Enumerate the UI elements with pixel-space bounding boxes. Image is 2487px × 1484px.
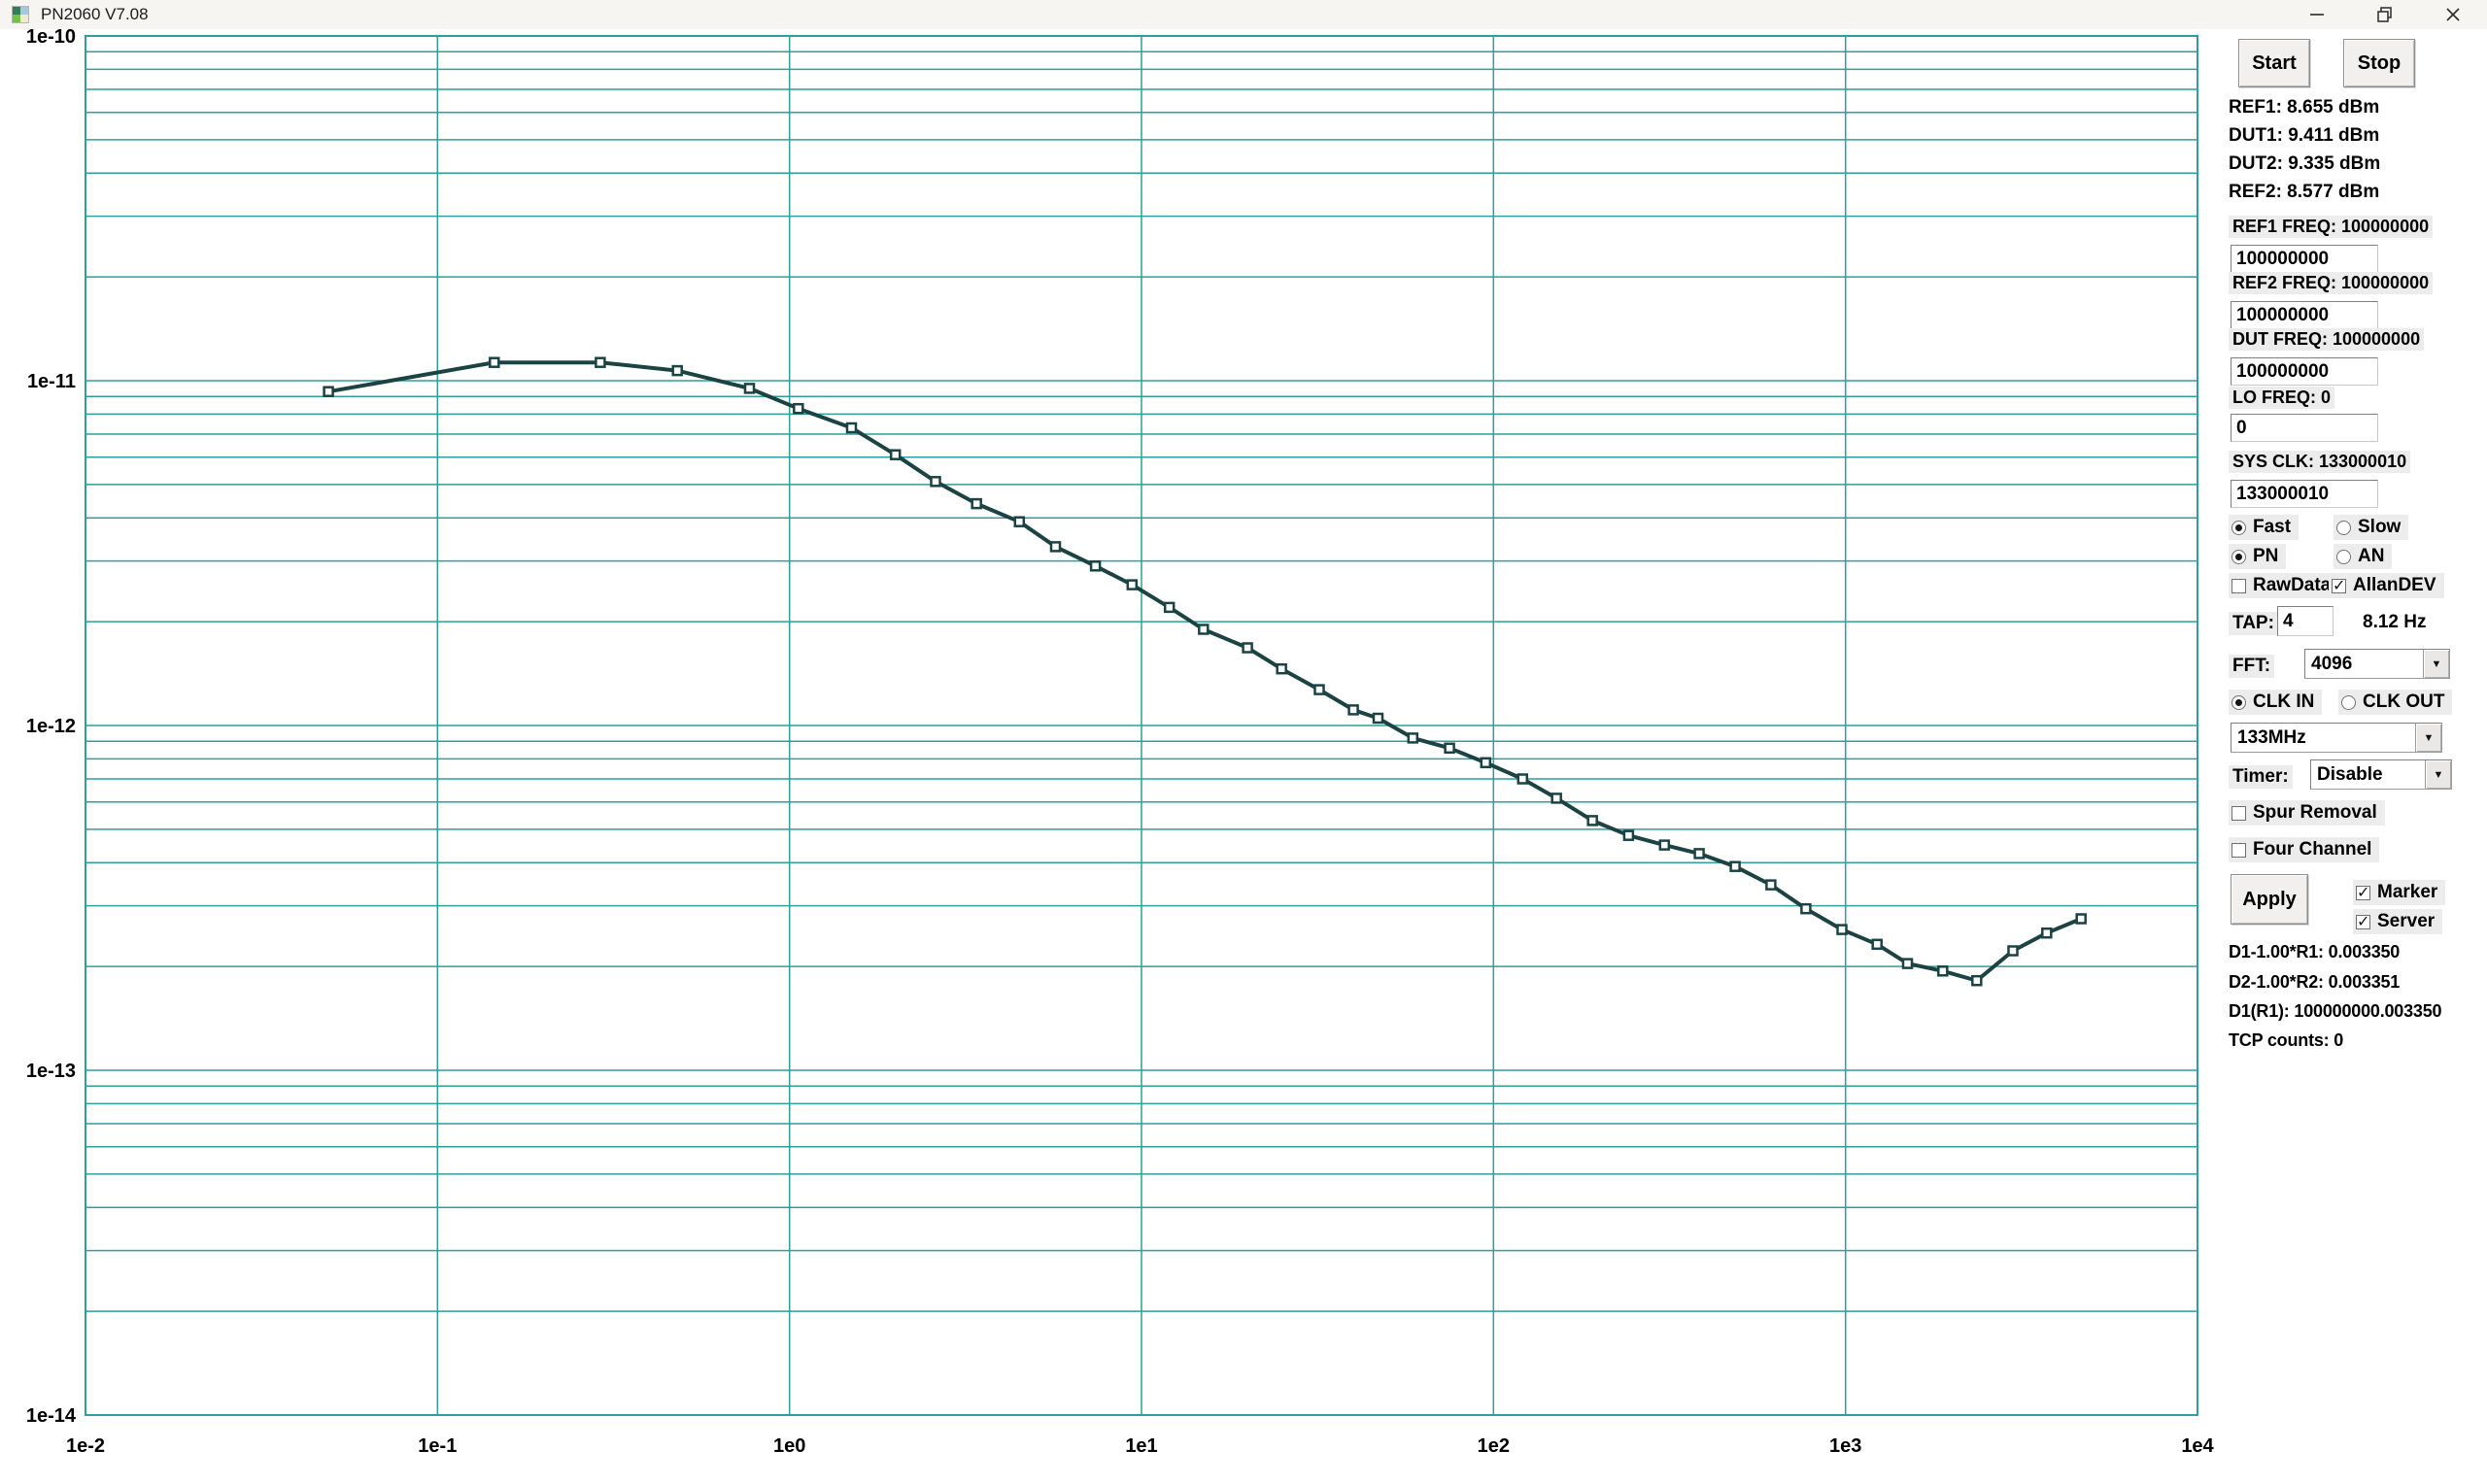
lo-freq-input[interactable] (2231, 414, 2378, 442)
clk-in-radio[interactable]: CLK IN (2229, 690, 2323, 715)
svg-text:1e-10: 1e-10 (26, 29, 76, 48)
apply-button[interactable]: Apply (2231, 874, 2308, 925)
minimize-icon (2306, 4, 2328, 25)
slow-radio[interactable]: Slow (2334, 515, 2409, 540)
svg-text:1e-13: 1e-13 (26, 1061, 76, 1082)
pn-radio[interactable]: PN (2229, 544, 2287, 569)
ref2-freq-input[interactable] (2231, 301, 2378, 329)
sys-clk-label: SYS CLK: 133000010 (2229, 451, 2411, 473)
timer-select[interactable]: Disable ▼ (2310, 759, 2452, 790)
app-icon (12, 6, 29, 23)
dut1-level-reading: DUT1: 9.411 dBm (2229, 125, 2380, 146)
svg-text:1e3: 1e3 (1829, 1435, 1861, 1457)
ref2-level-reading: REF2: 8.577 dBm (2229, 182, 2380, 202)
fast-radio[interactable]: Fast (2229, 515, 2300, 540)
ref1-freq-input[interactable] (2231, 245, 2378, 273)
clk-out-radio[interactable]: CLK OUT (2338, 690, 2453, 715)
svg-text:1e-14: 1e-14 (26, 1405, 77, 1427)
marker-checkbox[interactable]: Marker (2353, 880, 2446, 905)
tcp-counts-status: TCP counts: 0 (2229, 1030, 2344, 1050)
ref1-level-reading: REF1: 8.655 dBm (2229, 97, 2380, 118)
d1-r1-status: D1-1.00*R1: 0.003350 (2229, 942, 2401, 961)
clk-freq-select[interactable]: 133MHz ▼ (2231, 723, 2442, 753)
chevron-down-icon: ▼ (2423, 650, 2449, 678)
radio-icon (2336, 520, 2351, 535)
four-channel-label: Four Channel (2253, 839, 2372, 860)
lo-freq-label: LO FREQ: 0 (2229, 387, 2335, 409)
svg-text:1e-1: 1e-1 (418, 1435, 457, 1457)
svg-text:1e2: 1e2 (1478, 1435, 1510, 1457)
titlebar: PN2060 V7.08 (0, 0, 2487, 29)
radio-icon (2231, 694, 2246, 710)
stop-button[interactable]: Stop (2343, 39, 2415, 87)
tap-rate-value: 8.12 Hz (2363, 612, 2427, 632)
an-label: AN (2358, 546, 2385, 566)
close-button[interactable] (2419, 0, 2487, 29)
chevron-down-icon: ▼ (2425, 760, 2451, 789)
svg-text:1e-2: 1e-2 (66, 1435, 105, 1457)
timer-select-value: Disable (2317, 763, 2383, 785)
ref1-freq-label: REF1 FREQ: 100000000 (2229, 216, 2434, 238)
server-checkbox[interactable]: Server (2353, 909, 2443, 934)
fft-select-value: 4096 (2311, 653, 2353, 674)
svg-text:1e1: 1e1 (1125, 1435, 1157, 1457)
checkbox-icon (2231, 842, 2246, 858)
svg-text:1e-11: 1e-11 (27, 371, 76, 392)
ref2-freq-label: REF2 FREQ: 100000000 (2229, 272, 2434, 294)
window-title: PN2060 V7.08 (41, 5, 149, 23)
tap-input[interactable] (2277, 606, 2334, 636)
svg-text:1e0: 1e0 (773, 1435, 805, 1457)
svg-text:1e-12: 1e-12 (26, 716, 76, 737)
timer-label: Timer: (2229, 765, 2293, 789)
d1-freq-status: D1(R1): 100000000.003350 (2229, 1001, 2442, 1021)
checkbox-icon (2356, 883, 2370, 901)
clk-freq-select-value: 133MHz (2237, 726, 2306, 748)
start-button[interactable]: Start (2238, 39, 2310, 87)
sys-clk-input[interactable] (2231, 480, 2378, 508)
clk-in-label: CLK IN (2253, 691, 2315, 712)
fft-select[interactable]: 4096 ▼ (2304, 649, 2450, 679)
rawdata-checkbox[interactable]: RawData (2229, 573, 2339, 598)
spur-removal-checkbox[interactable]: Spur Removal (2229, 800, 2385, 826)
radio-icon (2231, 549, 2246, 564)
plot-canvas: 1e-2 1e-1 1e0 1e1 1e2 1e3 1e4 1e-10 1e-11 1e-12 1e… (26, 26, 2215, 1457)
slow-label: Slow (2358, 517, 2402, 537)
checkbox-icon (2231, 805, 2246, 821)
control-panel: Start Stop REF1: 8.655 dBm DUT1: 9.411 d… (2227, 29, 2487, 1484)
allandev-checkbox[interactable]: AllanDEV (2329, 573, 2444, 598)
tap-label: TAP: (2229, 612, 2278, 635)
allandev-label: AllanDEV (2353, 575, 2436, 595)
restore-button[interactable] (2351, 0, 2419, 29)
dut2-level-reading: DUT2: 9.335 dBm (2229, 153, 2381, 174)
an-radio[interactable]: AN (2334, 544, 2393, 569)
chevron-down-icon: ▼ (2415, 724, 2441, 752)
four-channel-checkbox[interactable]: Four Channel (2229, 837, 2380, 862)
radio-icon (2341, 694, 2356, 710)
minimize-button[interactable] (2283, 0, 2351, 29)
marker-label: Marker (2377, 882, 2438, 902)
radio-icon (2336, 549, 2351, 564)
restore-icon (2374, 4, 2396, 25)
checkbox-icon (2231, 578, 2246, 593)
clk-out-label: CLK OUT (2363, 691, 2445, 712)
d2-r2-status: D2-1.00*R2: 0.003351 (2229, 972, 2401, 992)
server-label: Server (2377, 911, 2436, 931)
spur-removal-label: Spur Removal (2253, 802, 2377, 823)
close-icon (2442, 4, 2464, 25)
pn-label: PN (2253, 546, 2279, 566)
allan-deviation-chart[interactable]: 1e-2 1e-1 1e0 1e1 1e2 1e3 1e4 1e-10 1e-11 1e-12 1e… (0, 26, 2227, 1484)
dut-freq-label: DUT FREQ: 100000000 (2229, 328, 2425, 351)
fast-label: Fast (2253, 517, 2292, 537)
fft-label: FFT: (2229, 655, 2275, 678)
svg-text:1e4: 1e4 (2181, 1435, 2214, 1457)
rawdata-label: RawData (2253, 575, 2332, 595)
radio-icon (2231, 520, 2246, 535)
checkbox-icon (2356, 912, 2370, 930)
checkbox-icon (2332, 576, 2346, 594)
dut-freq-input[interactable] (2231, 357, 2378, 386)
